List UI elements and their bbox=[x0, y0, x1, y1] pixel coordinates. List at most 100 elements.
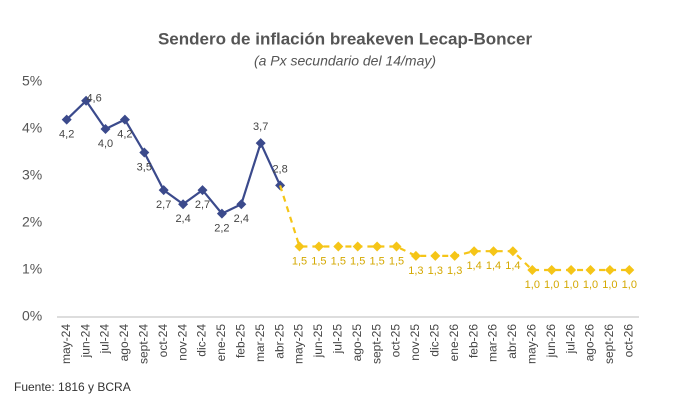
x-tick-label: nov-24 bbox=[175, 324, 189, 361]
marker bbox=[449, 250, 460, 261]
x-tick-label: mar-26 bbox=[486, 324, 500, 362]
marker bbox=[507, 246, 518, 257]
x-tick-label: sept-26 bbox=[602, 324, 616, 364]
x-tick-label: sept-24 bbox=[136, 324, 150, 364]
data-label: 2,2 bbox=[214, 223, 229, 235]
marker bbox=[100, 124, 111, 134]
chart-subtitle: (a Px secundario del 14/may) bbox=[254, 53, 436, 69]
x-tick-label: dic-25 bbox=[427, 324, 441, 357]
x-tick-label: ago-25 bbox=[350, 324, 364, 362]
y-tick-label: 0% bbox=[22, 308, 42, 324]
data-label: 1,5 bbox=[369, 255, 384, 267]
marker bbox=[566, 265, 577, 275]
x-tick-label: may-24 bbox=[59, 324, 73, 364]
marker bbox=[546, 265, 557, 275]
data-label: 1,0 bbox=[563, 279, 578, 291]
marker bbox=[178, 199, 189, 210]
x-tick-label: oct-26 bbox=[621, 324, 635, 358]
data-label: 2,8 bbox=[272, 163, 287, 175]
x-tick-label: jun-26 bbox=[544, 324, 558, 359]
data-label: 1,5 bbox=[292, 255, 307, 267]
data-label: 1,4 bbox=[505, 260, 520, 272]
marker bbox=[236, 199, 247, 210]
x-tick-label: dic-24 bbox=[195, 324, 209, 357]
data-label: 1,0 bbox=[583, 279, 598, 291]
marker bbox=[391, 241, 402, 252]
data-label: 1,5 bbox=[389, 255, 404, 267]
data-label: 1,4 bbox=[466, 260, 481, 272]
y-tick-label: 1% bbox=[22, 261, 42, 277]
y-tick-label: 4% bbox=[22, 120, 42, 136]
data-label: 1,0 bbox=[622, 279, 637, 291]
marker bbox=[158, 185, 169, 196]
y-tick-label: 3% bbox=[22, 167, 42, 183]
marker bbox=[430, 250, 441, 261]
x-tick-label: jun-24 bbox=[78, 324, 92, 359]
data-label: 2,4 bbox=[234, 213, 249, 225]
x-tick-label: jul-25 bbox=[330, 324, 344, 355]
x-tick-label: nov-25 bbox=[408, 324, 422, 361]
marker bbox=[333, 241, 344, 252]
x-tick-label: oct-24 bbox=[156, 324, 170, 358]
y-tick-label: 2% bbox=[22, 214, 42, 230]
data-label: 1,3 bbox=[408, 265, 423, 277]
marker bbox=[255, 138, 266, 149]
marker bbox=[469, 246, 480, 257]
x-tick-label: jun-25 bbox=[311, 324, 325, 359]
x-tick-label: jul-24 bbox=[98, 324, 112, 355]
data-label: 1,3 bbox=[428, 265, 443, 277]
marker bbox=[81, 95, 92, 106]
marker bbox=[216, 208, 227, 219]
marker bbox=[527, 265, 538, 275]
x-tick-label: abr-25 bbox=[272, 324, 286, 359]
x-tick-label: may-25 bbox=[292, 324, 306, 364]
data-label: 1,5 bbox=[350, 255, 365, 267]
x-tick-label: feb-26 bbox=[466, 324, 480, 358]
x-tick-label: feb-25 bbox=[233, 324, 247, 358]
data-label: 3,5 bbox=[137, 161, 152, 173]
marker bbox=[313, 241, 324, 252]
data-label: 1,0 bbox=[544, 279, 559, 291]
x-tick-label: may-26 bbox=[524, 324, 538, 364]
series-line bbox=[65, 99, 282, 215]
data-label: 1,4 bbox=[486, 260, 501, 272]
marker bbox=[585, 265, 596, 275]
data-label: 1,0 bbox=[602, 279, 617, 291]
data-label: 1,3 bbox=[447, 265, 462, 277]
x-tick-label: abr-26 bbox=[505, 324, 519, 359]
marker bbox=[372, 241, 383, 252]
x-tick-label: oct-25 bbox=[389, 324, 403, 358]
marker bbox=[294, 241, 305, 252]
marker bbox=[119, 114, 130, 125]
data-label: 4,0 bbox=[98, 138, 113, 150]
x-tick-label: ago-24 bbox=[117, 324, 131, 362]
data-label: 3,7 bbox=[253, 121, 268, 133]
marker bbox=[197, 185, 208, 196]
data-label: 1,5 bbox=[311, 255, 326, 267]
data-label: 1,5 bbox=[331, 255, 346, 267]
source: Fuente: 1816 y BCRA bbox=[14, 380, 131, 394]
x-tick-label: ago-26 bbox=[583, 324, 597, 362]
data-label: 2,7 bbox=[156, 199, 171, 211]
marker bbox=[61, 114, 72, 125]
x-tick-label: sept-25 bbox=[369, 324, 383, 364]
x-tick-label: ene-25 bbox=[214, 324, 228, 362]
marker bbox=[352, 241, 363, 252]
data-label: 4,6 bbox=[86, 93, 101, 105]
y-tick-label: 5% bbox=[22, 73, 42, 89]
marker bbox=[624, 265, 635, 275]
chart-title: Sendero de inflación breakeven Lecap-Bon… bbox=[158, 29, 533, 48]
data-label: 1,0 bbox=[525, 279, 540, 291]
x-tick-label: jul-26 bbox=[563, 324, 577, 355]
marker bbox=[488, 246, 499, 257]
x-tick-label: mar-25 bbox=[253, 324, 267, 362]
marker bbox=[410, 250, 421, 261]
data-label: 2,7 bbox=[195, 199, 210, 211]
marker bbox=[604, 265, 615, 275]
data-label: 4,2 bbox=[117, 129, 132, 141]
x-tick-label: ene-26 bbox=[447, 324, 461, 362]
marker bbox=[139, 147, 150, 158]
data-label: 2,4 bbox=[175, 213, 190, 225]
data-label: 4,2 bbox=[59, 129, 74, 141]
